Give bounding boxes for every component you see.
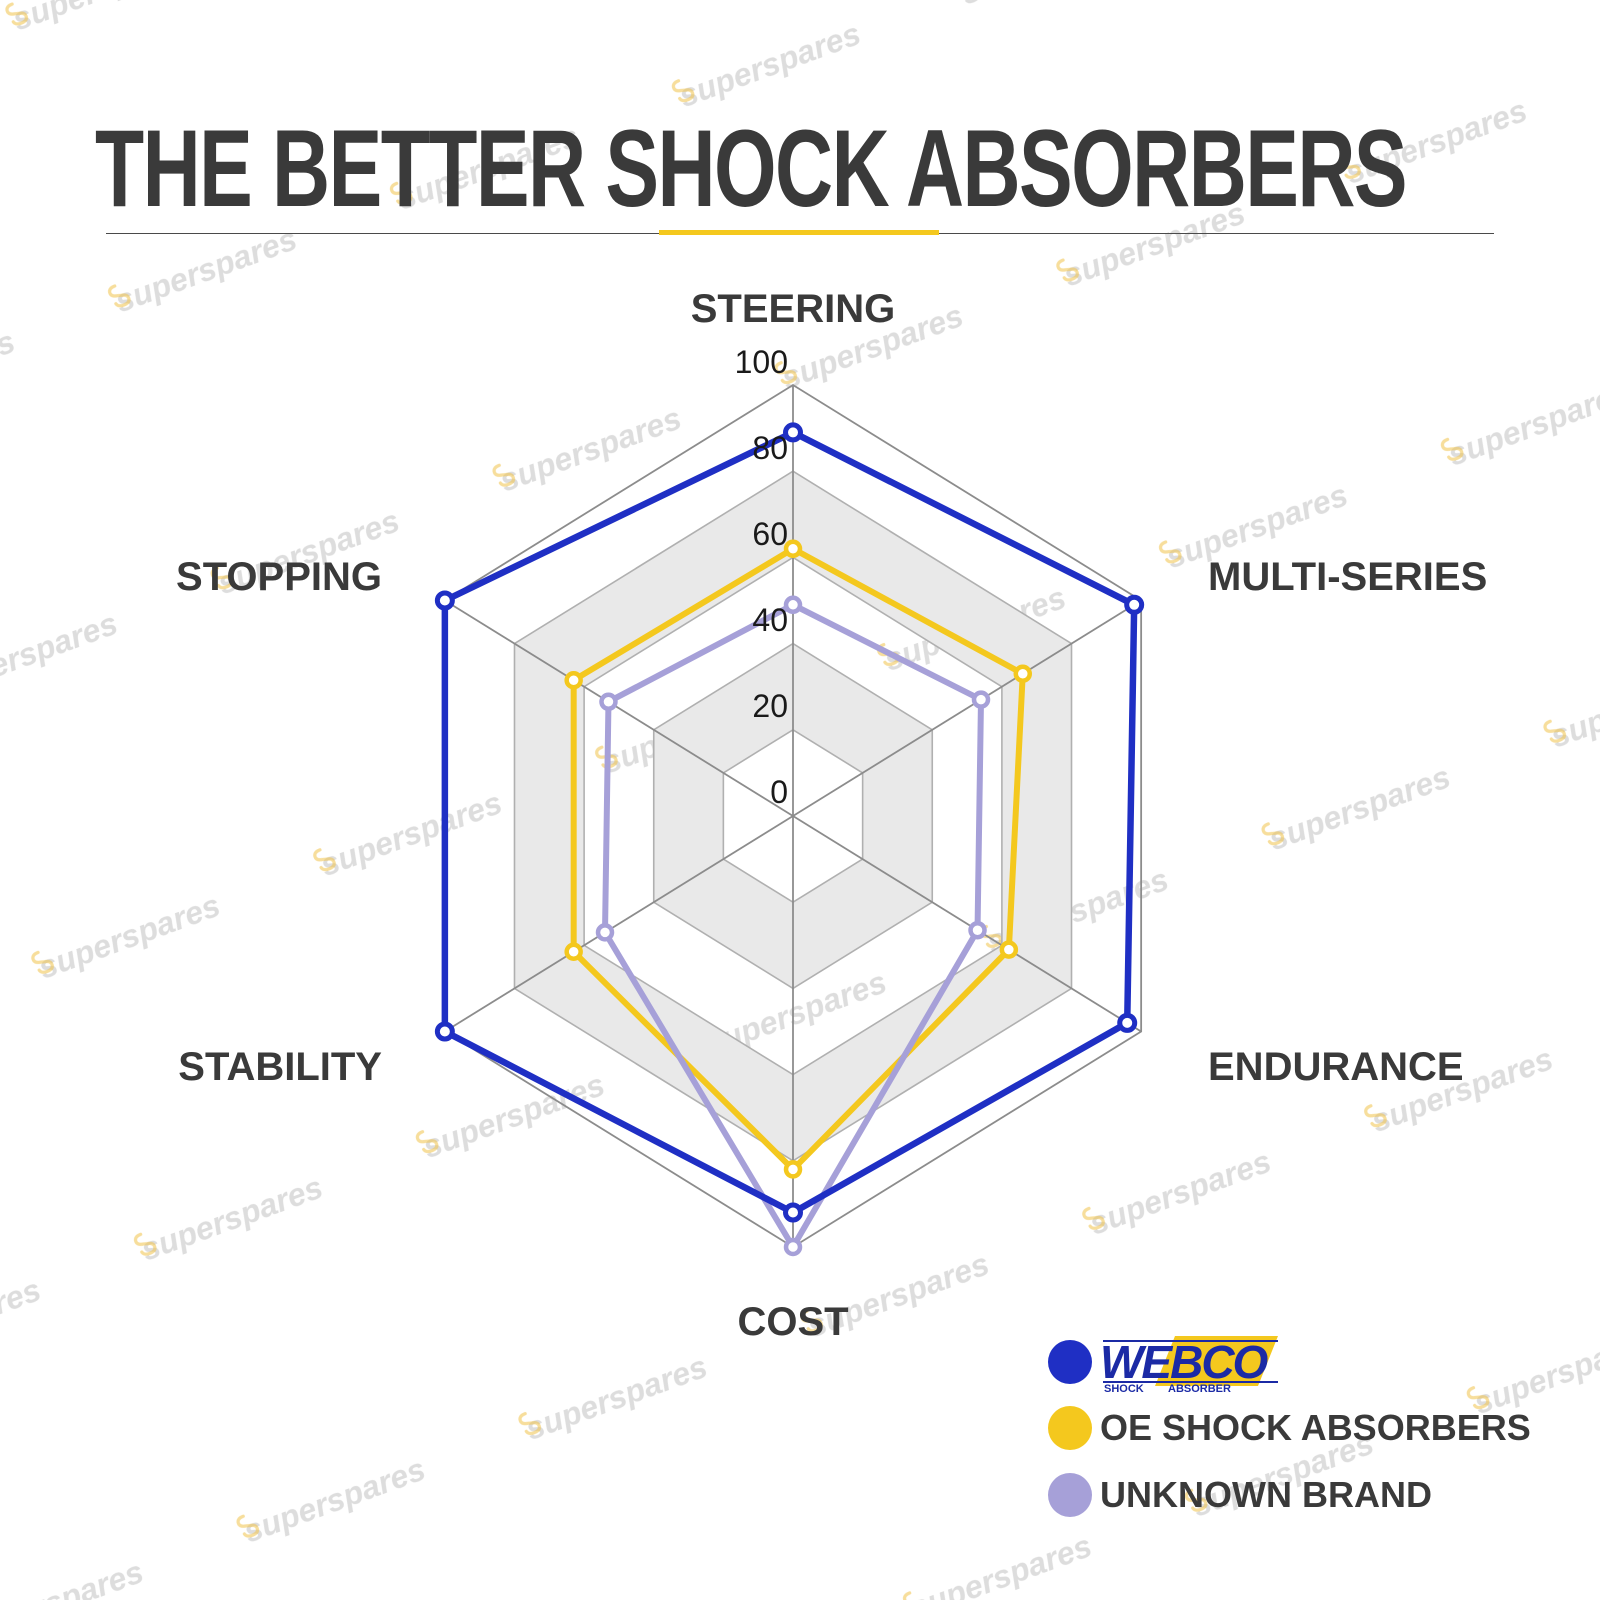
- svg-text:UNKNOWN BRAND: UNKNOWN BRAND: [1100, 1474, 1432, 1515]
- svg-text:STABILITY: STABILITY: [178, 1045, 382, 1089]
- svg-text:STEERING: STEERING: [691, 287, 895, 331]
- svg-text:SHOCK: SHOCK: [1104, 1383, 1144, 1395]
- svg-text:0: 0: [770, 774, 788, 810]
- svg-text:COST: COST: [737, 1300, 848, 1344]
- svg-text:80: 80: [752, 430, 788, 466]
- svg-text:STOPPING: STOPPING: [176, 555, 382, 599]
- svg-text:20: 20: [752, 688, 788, 724]
- svg-text:MULTI-SERIES: MULTI-SERIES: [1208, 555, 1487, 599]
- svg-text:60: 60: [752, 516, 788, 552]
- svg-text:ENDURANCE: ENDURANCE: [1208, 1045, 1464, 1089]
- svg-text:WEBCO: WEBCO: [1100, 1336, 1269, 1388]
- svg-text:ABSORBER: ABSORBER: [1168, 1383, 1231, 1395]
- svg-text:OE SHOCK ABSORBERS: OE SHOCK ABSORBERS: [1100, 1407, 1531, 1448]
- svg-text:100: 100: [735, 344, 788, 380]
- svg-text:40: 40: [752, 602, 788, 638]
